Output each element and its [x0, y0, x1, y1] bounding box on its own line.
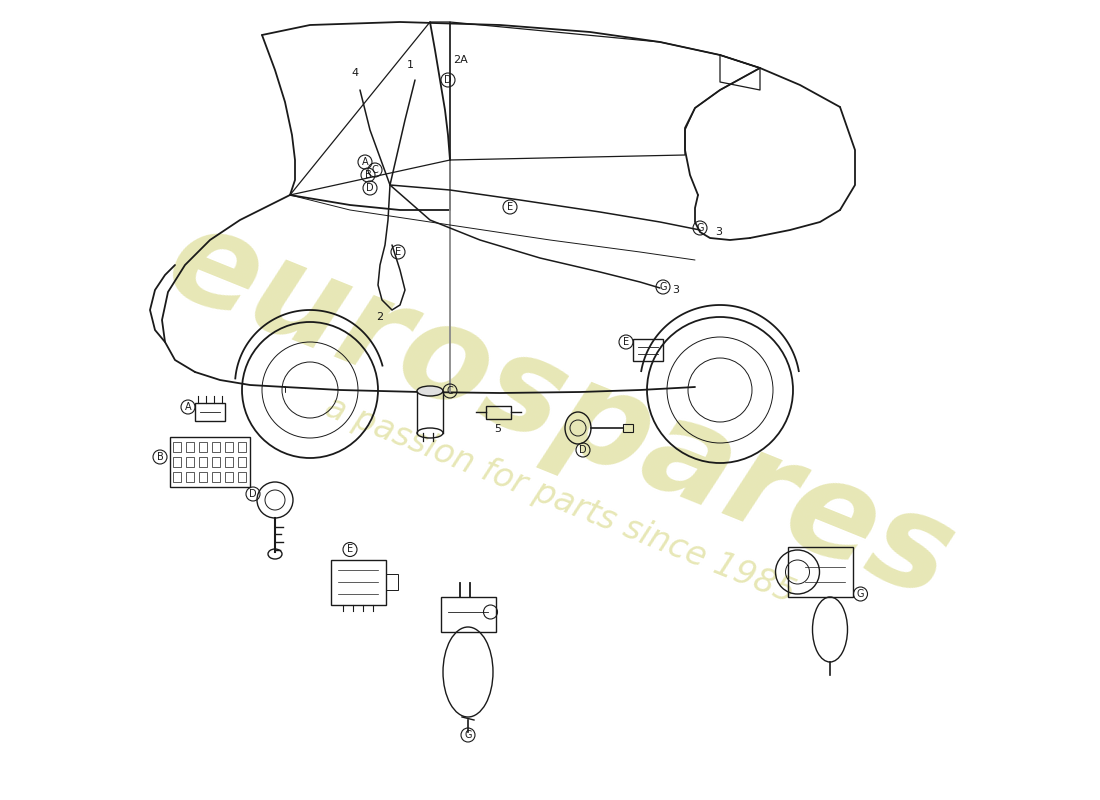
Text: E: E — [395, 247, 402, 257]
Ellipse shape — [417, 386, 443, 396]
Text: a passion for parts since 1985: a passion for parts since 1985 — [320, 390, 800, 610]
Text: 5: 5 — [495, 423, 502, 434]
Text: G: G — [857, 589, 865, 599]
Text: 2A: 2A — [452, 55, 468, 65]
Text: B: B — [156, 452, 164, 462]
Text: D: D — [366, 183, 374, 193]
Text: 3: 3 — [715, 227, 722, 237]
Text: E: E — [623, 337, 629, 347]
Text: 3: 3 — [672, 285, 679, 295]
Text: G: G — [659, 282, 667, 292]
Text: G: G — [696, 223, 704, 233]
Text: 2: 2 — [376, 312, 384, 322]
Text: A: A — [362, 157, 369, 167]
Text: C: C — [372, 165, 378, 175]
Text: E: E — [346, 545, 353, 554]
Text: G: G — [464, 730, 472, 740]
Text: D: D — [250, 489, 256, 499]
Text: 4: 4 — [351, 68, 359, 78]
Text: eurospares: eurospares — [150, 194, 971, 626]
Text: B: B — [364, 170, 372, 180]
Text: A: A — [185, 402, 191, 412]
Text: C: C — [447, 386, 453, 396]
Text: E: E — [507, 202, 513, 212]
Text: 1: 1 — [407, 60, 414, 70]
Text: D: D — [580, 445, 586, 455]
Text: D: D — [444, 75, 452, 85]
